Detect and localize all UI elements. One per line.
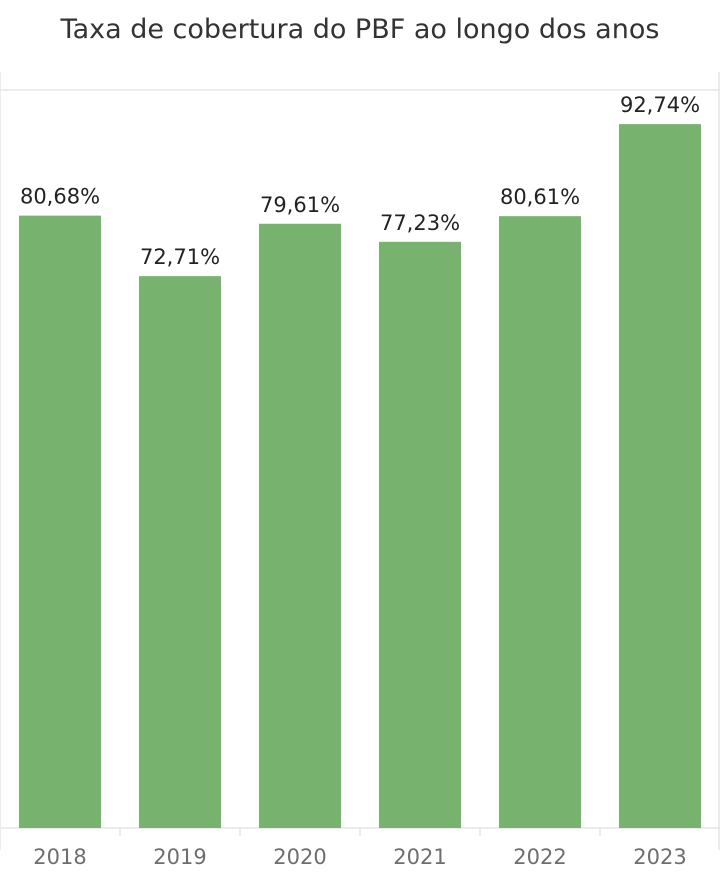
data-label-2022: 80,61% bbox=[500, 185, 580, 209]
bar-2020 bbox=[259, 223, 341, 828]
x-tick-label-2020: 2020 bbox=[273, 845, 326, 869]
x-tick-label-2023: 2023 bbox=[633, 845, 686, 869]
data-label-2019: 72,71% bbox=[140, 245, 220, 269]
x-tick-label-2019: 2019 bbox=[153, 845, 206, 869]
x-tick-label-2022: 2022 bbox=[513, 845, 566, 869]
bar-2018 bbox=[19, 215, 101, 828]
data-label-2023: 92,74% bbox=[620, 93, 700, 117]
data-label-2020: 79,61% bbox=[260, 193, 340, 217]
x-tick-label-2021: 2021 bbox=[393, 845, 446, 869]
data-label-2021: 77,23% bbox=[380, 211, 460, 235]
x-tick-label-2018: 2018 bbox=[33, 845, 86, 869]
chart-title: Taxa de cobertura do PBF ao longo dos an… bbox=[60, 14, 660, 45]
bar-2021 bbox=[379, 241, 461, 829]
chart-frame bbox=[0, 72, 720, 850]
bar-2023 bbox=[619, 124, 701, 829]
bars bbox=[19, 124, 701, 829]
bar-2022 bbox=[499, 216, 581, 828]
data-label-2018: 80,68% bbox=[20, 185, 100, 209]
data-labels: 80,68% 72,71% 79,61% 77,23% 80,61% 92,74% bbox=[20, 93, 700, 269]
bar-2019 bbox=[139, 276, 221, 828]
x-axis-ticks: 2018 2019 2020 2021 2022 2023 bbox=[33, 828, 687, 869]
